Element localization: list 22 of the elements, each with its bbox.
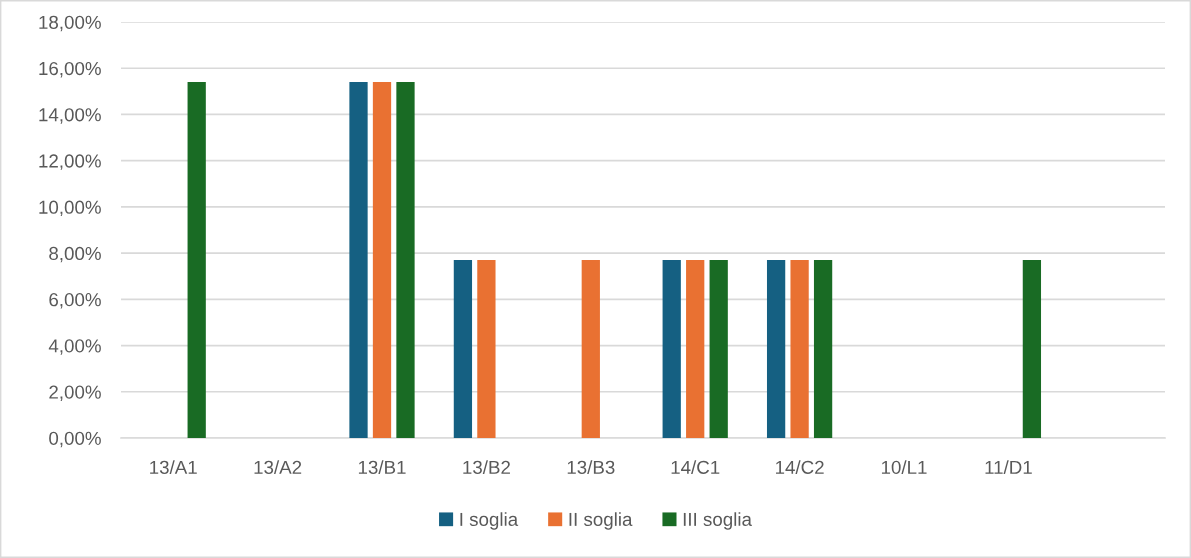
y-tick-label: 0,00% (49, 431, 101, 448)
x-tick-label: 13/B3 (567, 460, 615, 474)
x-tick-label: 14/C2 (776, 460, 824, 474)
x-tick-label: 10/L1 (881, 460, 927, 474)
x-tick-label: 14/C1 (671, 460, 720, 474)
legend-label: I soglia (460, 512, 519, 530)
y-tick-label: 16,00% (39, 61, 101, 78)
legend-label: II soglia (569, 512, 633, 530)
y-tick-label: 10,00% (39, 200, 101, 217)
y-tick-label: 4,00% (48, 339, 101, 355)
y-tick-label: 14,00% (39, 108, 101, 124)
x-tick-label: 13/A1 (150, 460, 197, 474)
x-tick-label: 13/A2 (254, 460, 302, 474)
y-tick-label: 6,00% (49, 293, 101, 309)
y-tick-label: 12,00% (39, 154, 101, 170)
y-tick-label: 2,00% (49, 385, 101, 401)
legend-label: III soglia (683, 512, 752, 530)
x-tick-label: 13/B2 (463, 460, 510, 474)
y-tick-label: 8,00% (49, 246, 101, 263)
x-tick-label: 13/B1 (358, 460, 406, 474)
x-tick-label: 11/D1 (985, 460, 1032, 474)
y-tick-label: 18,00% (39, 15, 101, 32)
